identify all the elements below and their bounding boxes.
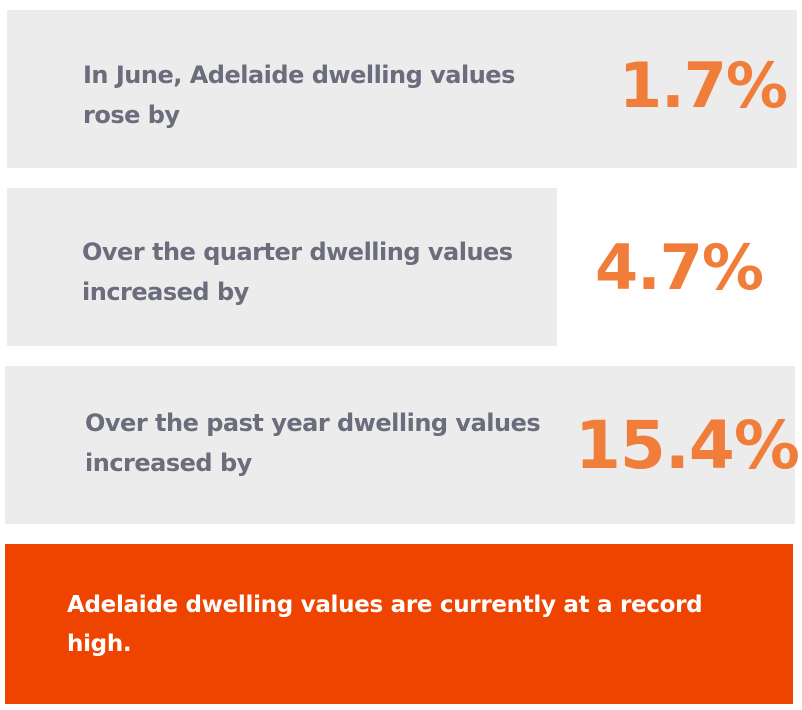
monthly-change-label-line2: rose by	[83, 101, 180, 129]
quarterly-change-label-line1: Over the quarter dwelling values	[82, 238, 513, 266]
record-high-callout-text: Adelaide dwelling values are currently a…	[67, 592, 703, 657]
monthly-change-value: 1.7%	[619, 49, 788, 122]
annual-change-label-line2: increased by	[85, 449, 252, 477]
quarterly-change-label: Over the quarter dwelling values increas…	[82, 232, 513, 312]
monthly-change-label: In June, Adelaide dwelling values rose b…	[83, 55, 515, 135]
annual-change-label-line1: Over the past year dwelling values	[85, 409, 541, 437]
annual-change-value: 15.4%	[575, 407, 800, 484]
quarterly-change-card: Over the quarter dwelling values increas…	[7, 188, 764, 346]
annual-change-label: Over the past year dwelling values incre…	[85, 403, 541, 483]
quarterly-change-value: 4.7%	[595, 231, 764, 304]
monthly-change-label-line1: In June, Adelaide dwelling values	[83, 61, 515, 89]
annual-change-card: Over the past year dwelling values incre…	[5, 366, 800, 524]
monthly-change-card: In June, Adelaide dwelling values rose b…	[7, 10, 797, 168]
record-high-callout: Adelaide dwelling values are currently a…	[5, 544, 793, 704]
quarterly-change-label-line2: increased by	[82, 278, 249, 306]
